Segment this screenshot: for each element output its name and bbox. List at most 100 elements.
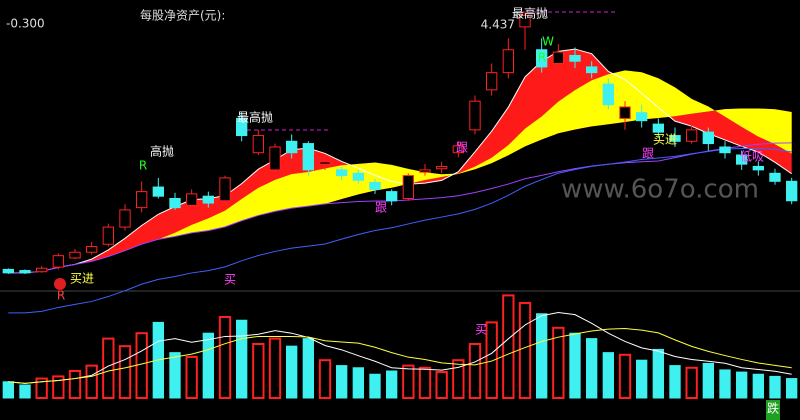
- candle-body: [669, 135, 681, 142]
- volume-ma: [8, 311, 792, 384]
- candle-body: [269, 146, 281, 171]
- volume-bar: [302, 338, 314, 399]
- volume-bar: [202, 332, 215, 399]
- volume-bar: [485, 321, 498, 399]
- candle-body: [719, 146, 731, 154]
- annotation: 买进: [653, 133, 677, 147]
- candle-body: [86, 246, 98, 253]
- volume-bar: [435, 371, 448, 399]
- annotation: 买进: [70, 272, 94, 286]
- candle-body: [586, 66, 598, 74]
- volume-bar: [68, 370, 82, 399]
- candle-body: [569, 54, 581, 62]
- candle-body: [36, 267, 48, 273]
- candle-body: [2, 268, 14, 274]
- signal-box: [766, 400, 780, 420]
- annotation: 买: [475, 323, 487, 337]
- candle-body: [619, 106, 631, 119]
- volume-bar: [268, 337, 282, 400]
- volume-bar: [786, 378, 798, 399]
- volume-bar: [352, 367, 364, 399]
- volume-bar: [336, 365, 348, 399]
- volume-bar: [669, 365, 681, 399]
- volume-bar: [135, 332, 148, 400]
- volume-bar: [752, 373, 765, 399]
- volume-bar: [468, 343, 482, 399]
- volume-ma: [8, 328, 792, 384]
- candle-body: [202, 195, 215, 204]
- candle-body: [352, 172, 364, 181]
- candle-body: [236, 117, 248, 137]
- candle-body: [69, 251, 81, 259]
- signal-ball: [54, 278, 66, 290]
- candle-body: [486, 72, 498, 91]
- volume-bar: [685, 366, 698, 400]
- candle-body: [702, 131, 715, 145]
- volume-bar: [19, 384, 31, 399]
- volume-bar: [552, 326, 565, 399]
- volume-bar: [769, 375, 781, 399]
- annotation: 跟: [456, 141, 468, 155]
- volume-bar: [52, 375, 65, 399]
- candle-body: [319, 161, 331, 165]
- candle-body: [436, 165, 448, 170]
- corner-value: -0.300: [6, 17, 45, 31]
- volume-bar: [386, 370, 398, 399]
- candle-body: [186, 193, 198, 206]
- annotation: R: [139, 159, 147, 173]
- annotation: 买: [224, 273, 236, 287]
- volume-bar: [286, 345, 298, 399]
- candle-body: [386, 191, 398, 202]
- candle-body: [136, 191, 148, 209]
- annotation: R: [57, 289, 65, 303]
- volume-bar: [218, 316, 232, 399]
- volume-bar: [518, 301, 532, 399]
- ma-line: [8, 142, 792, 274]
- candle-body: [519, 14, 531, 28]
- volume-bar: [185, 355, 198, 399]
- candle-body: [652, 123, 665, 133]
- volume-bar: [236, 319, 248, 399]
- volume-bar: [118, 345, 132, 400]
- volume-bar: [102, 337, 115, 400]
- candle-body: [786, 180, 798, 202]
- candle-body: [502, 49, 514, 74]
- candle-body: [752, 165, 765, 171]
- volume-bar: [569, 332, 581, 399]
- candle-body: [152, 186, 165, 197]
- candle-body: [369, 181, 381, 190]
- volume-bar: [602, 352, 615, 399]
- ma-line: [8, 48, 792, 274]
- watermark: www.6o7o.com: [561, 175, 759, 205]
- candle-body: [119, 209, 131, 228]
- candle-body: [19, 270, 31, 274]
- volume-bar: [652, 348, 665, 399]
- candle-body: [536, 49, 548, 68]
- candle-body: [686, 129, 698, 142]
- volume-bar: [252, 343, 265, 399]
- candle-body: [402, 175, 414, 199]
- volume-bar: [402, 364, 415, 400]
- annotation: 最高抛: [237, 110, 273, 125]
- candle-body: [636, 112, 648, 122]
- volume-bar: [369, 373, 381, 399]
- info-label: 每股净资产(元):: [140, 8, 225, 23]
- candle-body: [552, 51, 565, 64]
- candle-body: [419, 169, 431, 173]
- volume-bar: [536, 313, 548, 399]
- volume-bar: [418, 366, 432, 400]
- candle-body: [769, 172, 781, 182]
- annotation: 低吸: [740, 150, 764, 164]
- candle-body: [302, 143, 314, 171]
- candle-body: [286, 140, 298, 154]
- volume-bar: [719, 369, 731, 399]
- volume-bar: [702, 362, 715, 399]
- annotation: 高抛: [150, 144, 174, 159]
- candle-body: [452, 145, 464, 154]
- candle-body: [336, 169, 348, 177]
- candle-body: [52, 255, 65, 268]
- ribbon: [8, 70, 792, 273]
- ma-line: [8, 148, 792, 314]
